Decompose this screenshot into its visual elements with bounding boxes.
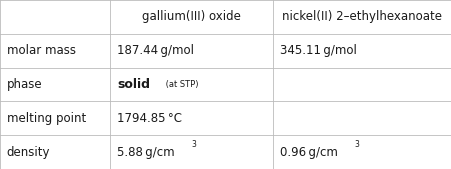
Text: nickel(II) 2–ethylhexanoate: nickel(II) 2–ethylhexanoate bbox=[282, 10, 442, 23]
Text: 187.44 g/mol: 187.44 g/mol bbox=[117, 44, 194, 57]
Text: melting point: melting point bbox=[7, 112, 86, 125]
Text: 0.96 g/cm: 0.96 g/cm bbox=[280, 146, 337, 159]
Text: gallium(III) oxide: gallium(III) oxide bbox=[142, 10, 241, 23]
Text: (at STP): (at STP) bbox=[163, 80, 199, 89]
Text: phase: phase bbox=[7, 78, 42, 91]
Text: 3: 3 bbox=[192, 140, 197, 149]
Text: density: density bbox=[7, 146, 50, 159]
Text: 345.11 g/mol: 345.11 g/mol bbox=[280, 44, 356, 57]
Text: 3: 3 bbox=[354, 140, 359, 149]
Text: 5.88 g/cm: 5.88 g/cm bbox=[117, 146, 175, 159]
Text: 1794.85 °C: 1794.85 °C bbox=[117, 112, 182, 125]
Text: solid: solid bbox=[117, 78, 150, 91]
Text: molar mass: molar mass bbox=[7, 44, 76, 57]
